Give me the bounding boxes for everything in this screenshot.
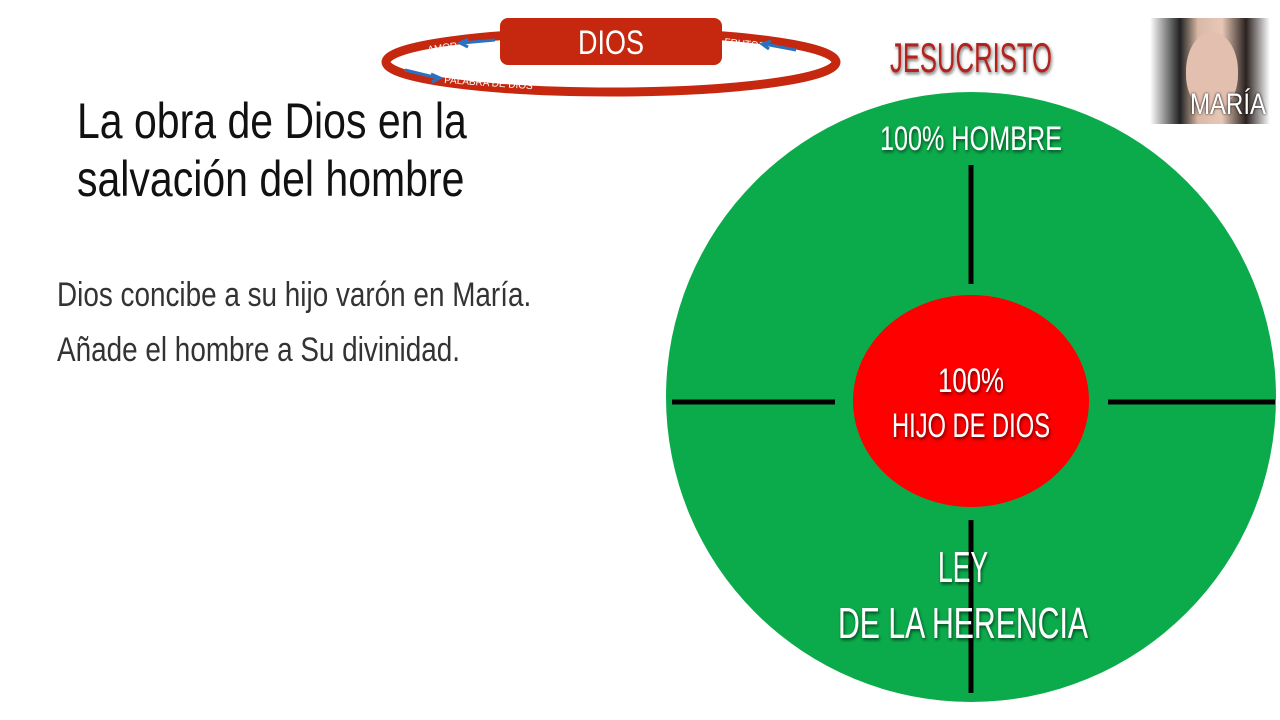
amor-label: AMOR [427, 41, 458, 56]
inner-label-line-2: HIJO DE DIOS [892, 407, 1050, 445]
dios-box [500, 18, 722, 65]
inner-label-line-1: 100% [938, 362, 1004, 400]
maria-photo: MARÍA [1150, 18, 1270, 124]
body-line: Añade el hombre a Su divinidad. [57, 331, 460, 369]
face-image [1186, 32, 1238, 110]
slide-body: Dios concibe a su hijo varón en María. A… [57, 268, 531, 378]
arrow-left-icon [456, 37, 496, 49]
frutos-label: FRUTOS [724, 37, 766, 52]
bottom-label-line-2: DE LA HERENCIA [838, 599, 1088, 648]
jesucristo-label: JESUCRISTO [890, 34, 1052, 81]
dios-label: DIOS [578, 24, 644, 62]
title-line: La obra de Dios en la [77, 93, 467, 149]
bottom-label-line-1: LEY [938, 543, 988, 592]
arrow-right-icon [758, 39, 797, 52]
inner-circle-hijo-de-dios [853, 295, 1089, 507]
title-line: salvación del hombre [77, 151, 465, 207]
outer-label: 100% HOMBRE [880, 120, 1062, 158]
slide-title: La obra de Dios en la salvación del homb… [77, 92, 467, 208]
body-line: Dios concibe a su hijo varón en María. [57, 276, 532, 314]
arrow-bottom-icon [404, 68, 444, 84]
photo-label: MARÍA [1189, 88, 1266, 121]
